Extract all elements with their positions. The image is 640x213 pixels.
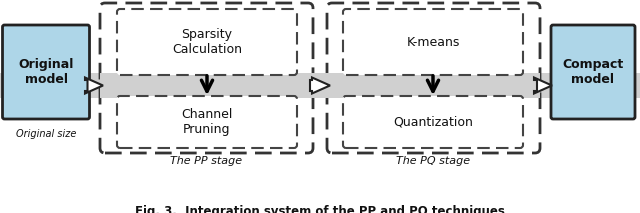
Text: Original
model: Original model	[19, 58, 74, 86]
FancyBboxPatch shape	[117, 9, 297, 75]
FancyBboxPatch shape	[100, 3, 313, 153]
FancyBboxPatch shape	[343, 96, 523, 148]
Text: The PQ stage: The PQ stage	[396, 156, 470, 166]
Text: K-means: K-means	[406, 36, 460, 49]
Text: Channel
Pruning: Channel Pruning	[181, 108, 233, 136]
FancyArrow shape	[310, 78, 330, 94]
Bar	[0, 73, 640, 98]
FancyBboxPatch shape	[117, 96, 297, 148]
Text: The PP stage: The PP stage	[170, 156, 243, 166]
Text: Compact
model: Compact model	[563, 58, 623, 86]
Text: Sparsity
Calculation: Sparsity Calculation	[172, 28, 242, 56]
FancyArrow shape	[85, 78, 103, 94]
FancyArrow shape	[534, 78, 552, 94]
Text: Quantization: Quantization	[393, 115, 473, 128]
FancyBboxPatch shape	[327, 3, 540, 153]
FancyBboxPatch shape	[343, 9, 523, 75]
FancyBboxPatch shape	[551, 25, 635, 119]
FancyBboxPatch shape	[3, 25, 90, 119]
Bar	[100, 73, 540, 98]
Text: Original size: Original size	[16, 129, 76, 139]
Text: Fig. 3.  Integration system of the PP and PQ techniques: Fig. 3. Integration system of the PP and…	[135, 205, 505, 213]
